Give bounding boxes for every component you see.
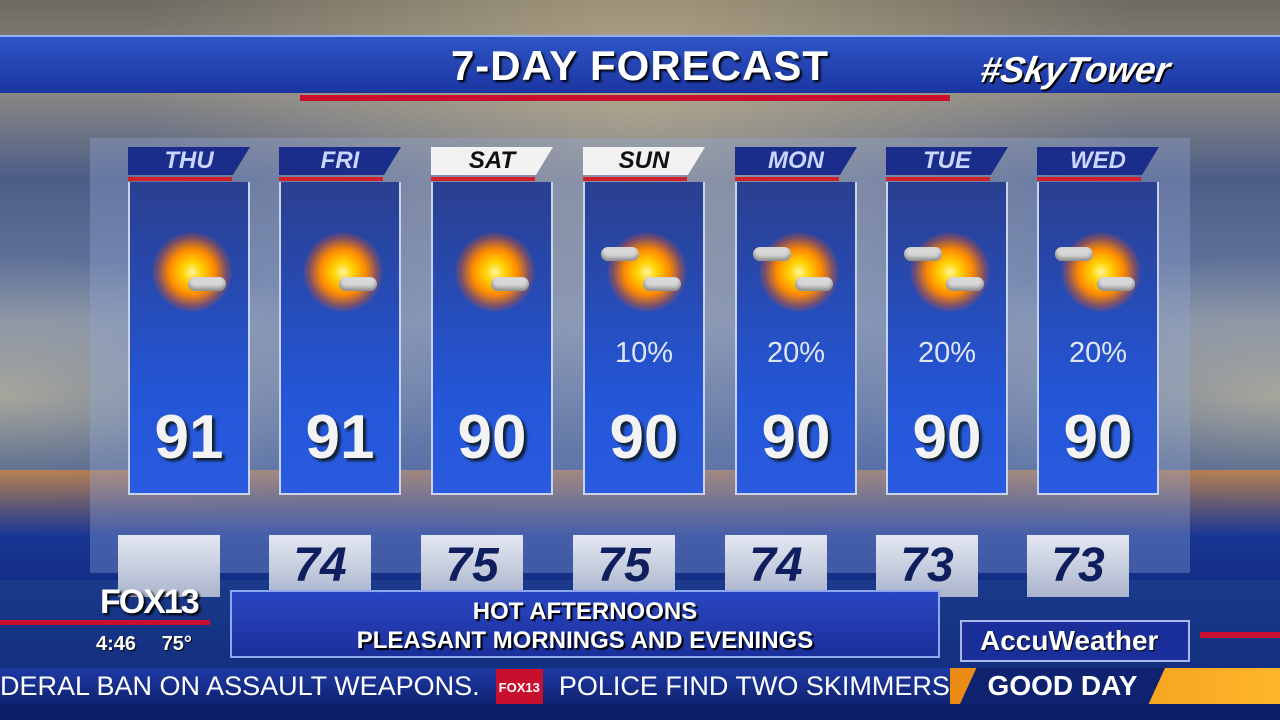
forecast-day-wed: WED 20% 90 73 (1027, 147, 1159, 597)
day-red-stripe (583, 177, 687, 181)
partly-sunny-icon (910, 232, 990, 312)
day-red-stripe (735, 177, 839, 181)
precip-chance: 10% (614, 337, 674, 369)
forecast-message: HOT AFTERNOONS PLEASANT MORNINGS AND EVE… (230, 590, 940, 658)
cloud-icon (904, 247, 942, 261)
sun-clouds-icon (303, 232, 383, 312)
precip-chance: 20% (917, 337, 977, 369)
sponsor-red-stripe (1200, 632, 1280, 638)
logo-red-stripe (0, 620, 210, 625)
message-line-2: PLEASANT MORNINGS AND EVENINGS (356, 627, 814, 654)
partly-sunny-icon (607, 232, 687, 312)
day-label: FRI (279, 147, 401, 175)
day-card: 20% 90 73 (1027, 182, 1159, 597)
title-red-stripe (300, 95, 950, 101)
day-label: SAT (431, 147, 553, 175)
low-temp: 75 (573, 535, 675, 597)
day-card: 91 (118, 182, 250, 597)
low-temp: 75 (421, 535, 523, 597)
accuweather-logo: AccuWeather (960, 620, 1190, 662)
high-temp: 90 (912, 403, 982, 472)
ticker-fox13-badge: FOX13 (495, 668, 543, 704)
ticker-item: DERAL BAN ON ASSAULT WEAPONS. (0, 671, 480, 701)
bottom-bar (0, 704, 1280, 720)
time-temp-readout: 4:46 75° (96, 633, 192, 656)
day-card: 10% 90 75 (573, 182, 705, 597)
high-temp: 91 (154, 403, 224, 472)
low-temp: 74 (725, 535, 827, 597)
high-temp: 91 (305, 403, 375, 472)
cloud-icon (339, 277, 377, 291)
cloud-icon (643, 277, 681, 291)
forecast-day-mon: MON 20% 90 74 (725, 147, 857, 597)
day-red-stripe (1037, 177, 1141, 181)
cloud-icon (795, 277, 833, 291)
partly-sunny-icon (1061, 232, 1141, 312)
cloud-icon (1097, 277, 1135, 291)
cloud-icon (188, 277, 226, 291)
current-time: 4:46 (96, 633, 137, 655)
day-label: WED (1037, 147, 1159, 175)
page-title: 7-DAY FORECAST (450, 42, 830, 89)
cloud-icon (601, 247, 639, 261)
day-label: TUE (886, 147, 1008, 175)
low-temp: 73 (1027, 535, 1129, 597)
precip-chance: 20% (1068, 337, 1128, 369)
fox13-logo: FOX13 (100, 583, 200, 621)
day-label: SUN (583, 147, 705, 175)
low-temp: 74 (269, 535, 371, 597)
day-card: 20% 90 74 (725, 182, 857, 597)
show-banner: GOOD DAY (950, 668, 1280, 704)
cloud-icon (491, 277, 529, 291)
forecast-day-fri: FRI 91 74 (269, 147, 401, 597)
forecast-day-sat: SAT 90 75 (421, 147, 553, 597)
cloud-icon (753, 247, 791, 261)
day-card: 90 75 (421, 182, 553, 597)
sun-clouds-icon (455, 232, 535, 312)
low-temp: 73 (876, 535, 978, 597)
high-temp: 90 (457, 403, 527, 472)
forecast-day-thu: THU 91 (118, 147, 250, 597)
cloud-icon (1055, 247, 1093, 261)
message-line-1: HOT AFTERNOONS (472, 598, 698, 625)
ticker-item: POLICE FIND TWO SKIMMERS ON G (558, 671, 1027, 701)
title-bar: 7-DAY FORECAST #SkyTower (0, 35, 1280, 101)
day-label: MON (735, 147, 857, 175)
precip-chance: 20% (766, 337, 826, 369)
partly-sunny-icon (759, 232, 839, 312)
current-temp: 75° (161, 633, 192, 655)
day-red-stripe (431, 177, 535, 181)
high-temp: 90 (1063, 403, 1133, 472)
day-red-stripe (886, 177, 990, 181)
skytower-logo: #SkyTower (977, 49, 1174, 90)
sun-clouds-icon (152, 232, 232, 312)
day-label: THU (128, 147, 250, 175)
show-title: GOOD DAY (960, 668, 1165, 704)
high-temp: 90 (609, 403, 679, 472)
forecast-day-tue: TUE 20% 90 73 (876, 147, 1008, 597)
high-temp: 90 (761, 403, 831, 472)
cloud-icon (946, 277, 984, 291)
low-temp (118, 535, 220, 597)
forecast-day-sun: SUN 10% 90 75 (573, 147, 705, 597)
day-red-stripe (128, 177, 232, 181)
day-red-stripe (279, 177, 383, 181)
day-card: 91 74 (269, 182, 401, 597)
day-card: 20% 90 73 (876, 182, 1008, 597)
